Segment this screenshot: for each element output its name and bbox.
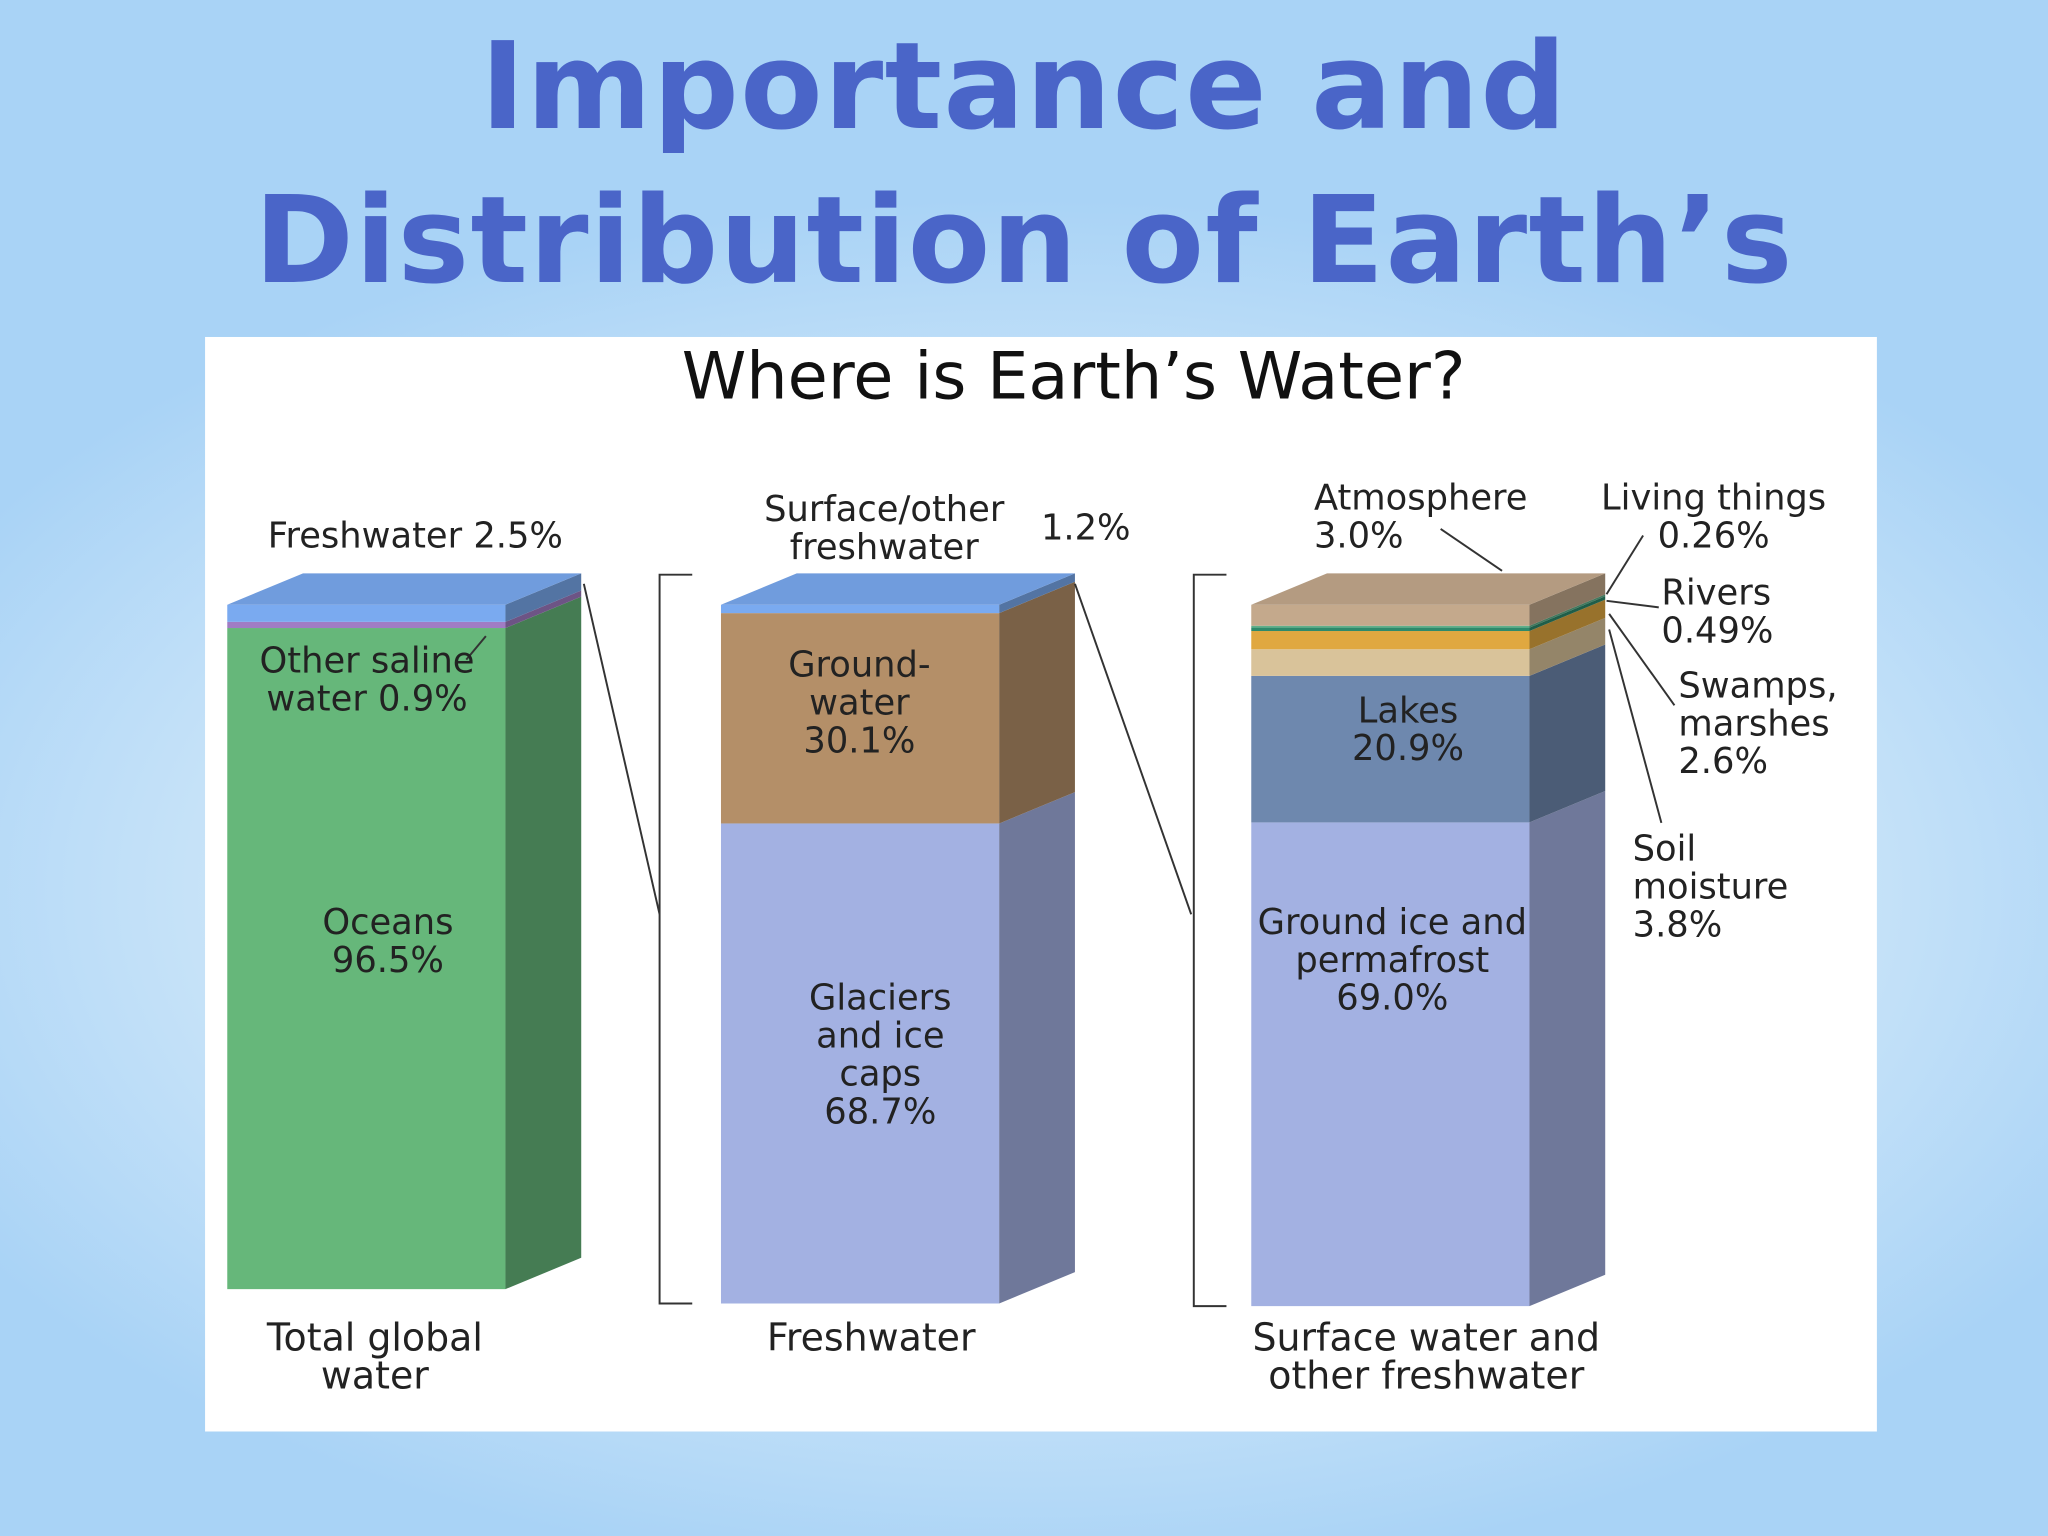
segment-value: 0.49% — [1661, 611, 1774, 652]
segment — [1251, 675, 1530, 823]
segment — [720, 823, 1000, 1304]
segment-name: Living things — [1601, 478, 1827, 519]
segment-label: Living things 0.26% — [1590, 479, 1838, 555]
segment-label: Surface/other freshwater — [741, 491, 1028, 567]
segment-side — [505, 590, 582, 629]
segment — [1251, 627, 1530, 632]
segment-value: 20.9% — [1351, 728, 1465, 770]
segment-name: Glaciers and ice caps — [809, 978, 952, 1095]
segment-label: Ground ice and permafrost 69.0% — [1255, 904, 1529, 1018]
leader-line — [1605, 534, 1644, 595]
segment-side — [1529, 617, 1606, 676]
segment-side — [505, 573, 582, 622]
segment-side — [1529, 573, 1606, 626]
segment-value-label: 1.2% — [1041, 509, 1131, 547]
segment-value: 96.5% — [331, 940, 444, 981]
segment-label: Oceans 96.5% — [290, 904, 486, 980]
column-label-text: Total global water — [266, 1315, 483, 1398]
column-label-text: Freshwater — [766, 1315, 976, 1360]
bracket — [1192, 573, 1227, 1308]
segment — [720, 613, 1000, 824]
segment-label: Lakes 20.9% — [1330, 692, 1487, 768]
segment-side — [1529, 594, 1606, 628]
segment — [1251, 604, 1530, 626]
leader-line — [1440, 528, 1503, 572]
segment-name: Freshwater — [267, 515, 463, 557]
column-label-text: Surface water and other freshwater — [1252, 1315, 1601, 1398]
segment-value: 2.6% — [1678, 741, 1768, 783]
segment-name: Lakes — [1357, 690, 1459, 732]
segment-name: Ground ice and permafrost — [1257, 902, 1527, 981]
segment-value: 68.7% — [824, 1091, 937, 1133]
segment-top — [227, 573, 582, 605]
chart-title: Where is Earth’s Water? — [681, 338, 1466, 415]
segment-side — [1529, 599, 1606, 650]
segment-value: 69.0% — [1336, 978, 1449, 1019]
segment — [227, 628, 506, 1290]
slide-title: Importance and Distribution of Earth’s W… — [254, 16, 1794, 465]
segment — [1251, 631, 1530, 650]
segment-label: Swamps, marshes 2.6% — [1678, 667, 1874, 781]
segment-label: Atmosphere 3.0% — [1314, 479, 1575, 555]
column-label: Surface water and other freshwater — [1217, 1319, 1635, 1395]
segment — [227, 621, 506, 629]
segment-label: Ground-water 30.1% — [761, 647, 957, 761]
segment-side — [505, 596, 582, 1290]
segment-side — [999, 792, 1075, 1304]
segment-side — [1529, 644, 1606, 823]
segment — [1251, 625, 1530, 628]
segment — [1251, 649, 1530, 676]
segment-side — [999, 581, 1075, 824]
segment-side — [1529, 791, 1606, 1307]
leader-line — [1606, 599, 1659, 609]
segment-value: 0.26% — [1657, 515, 1770, 557]
segment-side — [999, 573, 1075, 614]
segment — [720, 604, 1000, 614]
segment-name: Ground-water — [788, 645, 931, 724]
leader-line — [465, 635, 487, 661]
segment-name: Surface/other freshwater — [764, 489, 1005, 569]
segment-label: Glaciers and ice caps 68.7% — [795, 980, 965, 1132]
segment-label: Soil moisture 3.8% — [1633, 831, 1829, 945]
segment-label: Other saline water 0.9% — [236, 643, 497, 719]
leader-line — [582, 583, 661, 915]
leader-line — [1608, 613, 1676, 706]
segment — [227, 604, 506, 622]
segment-name: Soil moisture — [1632, 829, 1789, 908]
column-label: Freshwater — [728, 1319, 1015, 1357]
segment-name: Swamps, marshes — [1678, 666, 1838, 745]
segment-value: 3.8% — [1632, 905, 1723, 946]
segment-top — [720, 573, 1075, 605]
segment-value: 30.1% — [803, 720, 916, 762]
column-label: Total global water — [231, 1319, 518, 1395]
segment-name: Atmosphere — [1313, 478, 1528, 519]
segment-name: Rivers — [1661, 573, 1772, 614]
segment-name: Other saline water — [259, 641, 475, 720]
segment-label: Rivers 0.49% — [1661, 575, 1857, 651]
segment-value: 2.5% — [473, 515, 563, 557]
segment-name: Oceans — [322, 902, 454, 944]
segment-value: 3.0% — [1313, 515, 1404, 557]
leader-line — [1608, 629, 1663, 824]
bracket — [658, 573, 693, 1305]
leader-line — [1074, 583, 1193, 915]
segment-value: 1.2% — [1040, 508, 1131, 549]
segment-side — [1529, 596, 1606, 632]
segment-top — [1251, 573, 1606, 605]
segment — [1251, 822, 1530, 1307]
segment-label: Freshwater 2.5% — [268, 517, 660, 555]
segment-value: 0.9% — [378, 679, 468, 720]
